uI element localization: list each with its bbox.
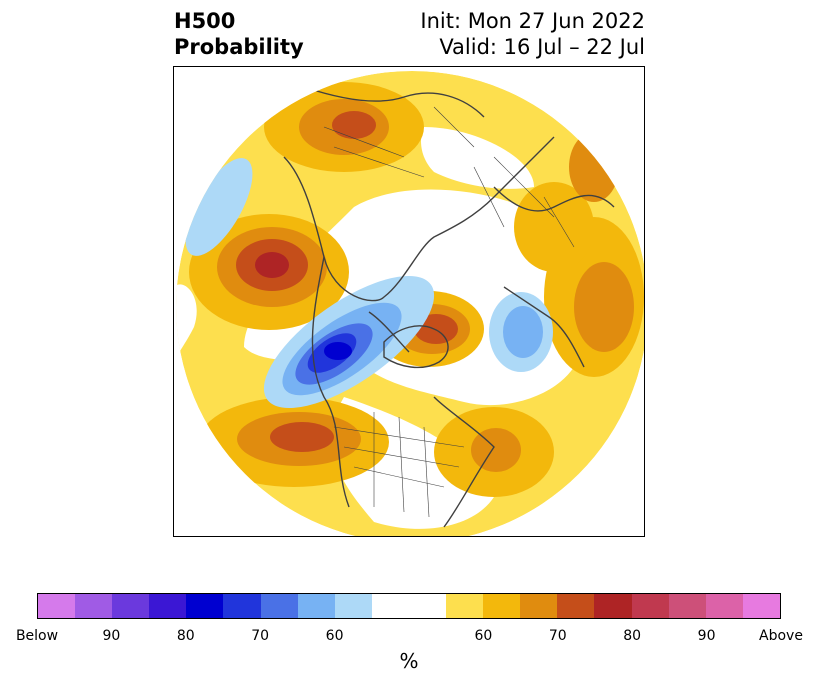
map-panel (173, 66, 645, 537)
colorbar-tick-label: Above (759, 628, 803, 644)
near-normal-europe (421, 127, 534, 189)
colorbar-swatch-1 (75, 594, 113, 618)
anomaly-siberia-65 (574, 262, 634, 352)
colorbar-tick-label: 90 (102, 628, 121, 644)
title-quantity: Probability (174, 35, 304, 59)
colorbar-swatch-5 (223, 594, 261, 618)
colorbar-swatch-12 (483, 594, 521, 618)
anomaly-north-pacific-75 (255, 252, 289, 278)
colorbar-swatch-6 (260, 594, 298, 618)
colorbar-swatch-13 (520, 594, 558, 618)
chart-title: H500 Probability (174, 8, 304, 60)
anomaly-west-us-70 (270, 422, 334, 452)
colorbar-tick-label: 60 (325, 628, 344, 644)
colorbar-tick-label: 70 (548, 628, 567, 644)
colorbar-swatch-0 (38, 594, 76, 618)
anomaly-europe-70 (332, 111, 376, 139)
political-borders (323, 106, 575, 518)
colorbar-swatch-11 (446, 594, 484, 618)
colorbar-swatch-4 (186, 594, 224, 618)
colorbar-swatch-19 (742, 594, 780, 618)
colorbar-tick-label: 60 (474, 628, 493, 644)
colorbar-tick-label: 80 (623, 628, 642, 644)
colorbar-swatch-16 (631, 594, 669, 618)
colorbar-swatch-18 (705, 594, 743, 618)
colorbar-swatch-8 (334, 594, 372, 618)
near-normal-edge (176, 284, 197, 367)
colorbar-unit-label: % (399, 649, 419, 673)
colorbar-tick-label: 70 (251, 628, 270, 644)
probability-colorbar (37, 593, 781, 619)
colorbar-tick-label: 90 (697, 628, 716, 644)
probability-map (176, 71, 644, 536)
colorbar-swatch-7 (297, 594, 335, 618)
colorbar-swatch-17 (668, 594, 706, 618)
anomaly-north-atlantic-65 (471, 428, 521, 472)
colorbar-swatch-14 (557, 594, 595, 618)
anomaly-canadian-arctic-below-80 (324, 342, 352, 360)
title-variable: H500 (174, 9, 236, 33)
colorbar-tick-label: Below (15, 628, 59, 644)
colorbar-swatch-9 (371, 594, 409, 618)
anomaly-barents-below-65 (503, 306, 543, 358)
colorbar-swatch-15 (594, 594, 632, 618)
init-date: Init: Mon 27 Jun 2022 (420, 9, 645, 33)
anomaly-siberia-north-65 (569, 132, 619, 202)
valid-dates: Valid: 16 Jul – 22 Jul (439, 35, 645, 59)
colorbar-swatch-2 (112, 594, 150, 618)
anomaly-bering-below-60 (185, 158, 253, 256)
colorbar-swatch-10 (408, 594, 447, 618)
coastlines (283, 86, 615, 528)
colorbar-swatch-3 (149, 594, 187, 618)
forecast-dates: Init: Mon 27 Jun 2022 Valid: 16 Jul – 22… (420, 8, 645, 60)
anomaly-siberia-west-60 (514, 182, 594, 272)
colorbar-tick-label: 80 (176, 628, 195, 644)
